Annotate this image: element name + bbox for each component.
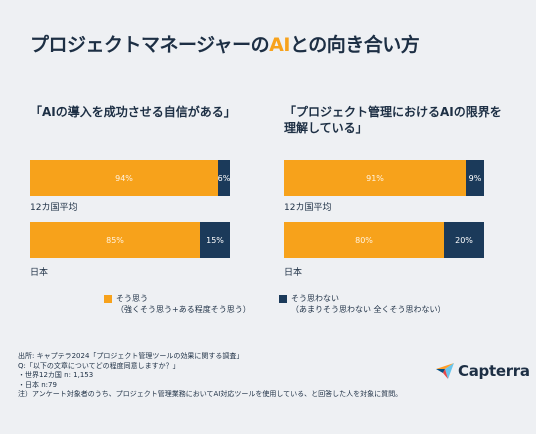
bar-segment-agree: 80% <box>284 222 444 258</box>
legend-agree-label: そう思う <box>116 294 148 303</box>
bar-row: 94% 6% <box>30 160 230 196</box>
legend-agree: そう思う （強くそう思う+ある程度そう思う） <box>104 293 251 315</box>
bar-segment-agree: 91% <box>284 160 466 196</box>
source-line: 出所: キャプテラ2024「プロジェクト管理ツールの効果に関する調査」 <box>18 352 244 360</box>
data-label: 6% <box>217 173 231 183</box>
chart-title: 「AIの導入を成功させる自信がある」 <box>30 105 236 119</box>
title-accent: AI <box>269 34 290 56</box>
data-label: 9% <box>468 173 482 183</box>
legend-disagree: そう思わない （あまりそう思わない 全くそう思わない） <box>279 293 446 315</box>
chart-panel-limits: 「プロジェクト管理におけるAIの限界を理解している」 <box>284 104 509 154</box>
chart-title: 「プロジェクト管理におけるAIの限界を理解している」 <box>284 105 502 135</box>
logo-text: Capterra <box>458 362 530 380</box>
legend-disagree-swatch <box>279 295 287 303</box>
category-label: 12カ国平均 <box>30 203 78 213</box>
data-label: 94% <box>115 173 133 183</box>
data-label: 80% <box>355 235 373 245</box>
legend-disagree-sub: （あまりそう思わない 全くそう思わない） <box>291 305 446 314</box>
bar-segment-disagree: 6% <box>218 160 230 196</box>
category-label: 日本 <box>30 268 49 278</box>
data-label: 20% <box>455 235 473 245</box>
data-label: 91% <box>366 173 384 183</box>
page-title: プロジェクトマネージャーのAIとの向き合い方 <box>30 30 420 57</box>
source-note: 出所: キャプテラ2024「プロジェクト管理ツールの効果に関する調査」 Q:「以下… <box>18 352 402 400</box>
data-label: 85% <box>106 235 124 245</box>
data-label: 15% <box>206 235 224 245</box>
title-after: との向き合い方 <box>289 34 420 56</box>
chart-panel-confidence: 「AIの導入を成功させる自信がある」 <box>30 104 255 154</box>
source-line: 注）アンケート対象者のうち、プロジェクト管理業務においてAI対応ツールを使用して… <box>18 390 403 398</box>
bar-row: 91% 9% <box>284 160 484 196</box>
category-label: 日本 <box>284 268 303 278</box>
capterra-logo: Capterra <box>436 362 530 380</box>
bar-segment-agree: 94% <box>30 160 218 196</box>
legend-agree-sub: （強くそう思う+ある程度そう思う） <box>116 305 251 314</box>
source-line: ・日本 n:79 <box>18 380 57 389</box>
bar-segment-disagree: 15% <box>200 222 230 258</box>
source-line: Q:「以下の文章についてどの程度同意しますか？」 <box>18 361 180 370</box>
legend-disagree-label: そう思わない <box>291 294 339 303</box>
source-line: ・世界12カ国 n: 1,153 <box>18 371 94 379</box>
bar-segment-disagree: 20% <box>444 222 484 258</box>
bar-row: 80% 20% <box>284 222 484 258</box>
bar-segment-agree: 85% <box>30 222 200 258</box>
capterra-arrow-icon <box>436 363 454 379</box>
bar-segment-disagree: 9% <box>466 160 484 196</box>
legend-agree-swatch <box>104 295 112 303</box>
category-label: 12カ国平均 <box>284 203 332 213</box>
title-before: プロジェクトマネージャーの <box>30 34 270 56</box>
bar-row: 85% 15% <box>30 222 230 258</box>
